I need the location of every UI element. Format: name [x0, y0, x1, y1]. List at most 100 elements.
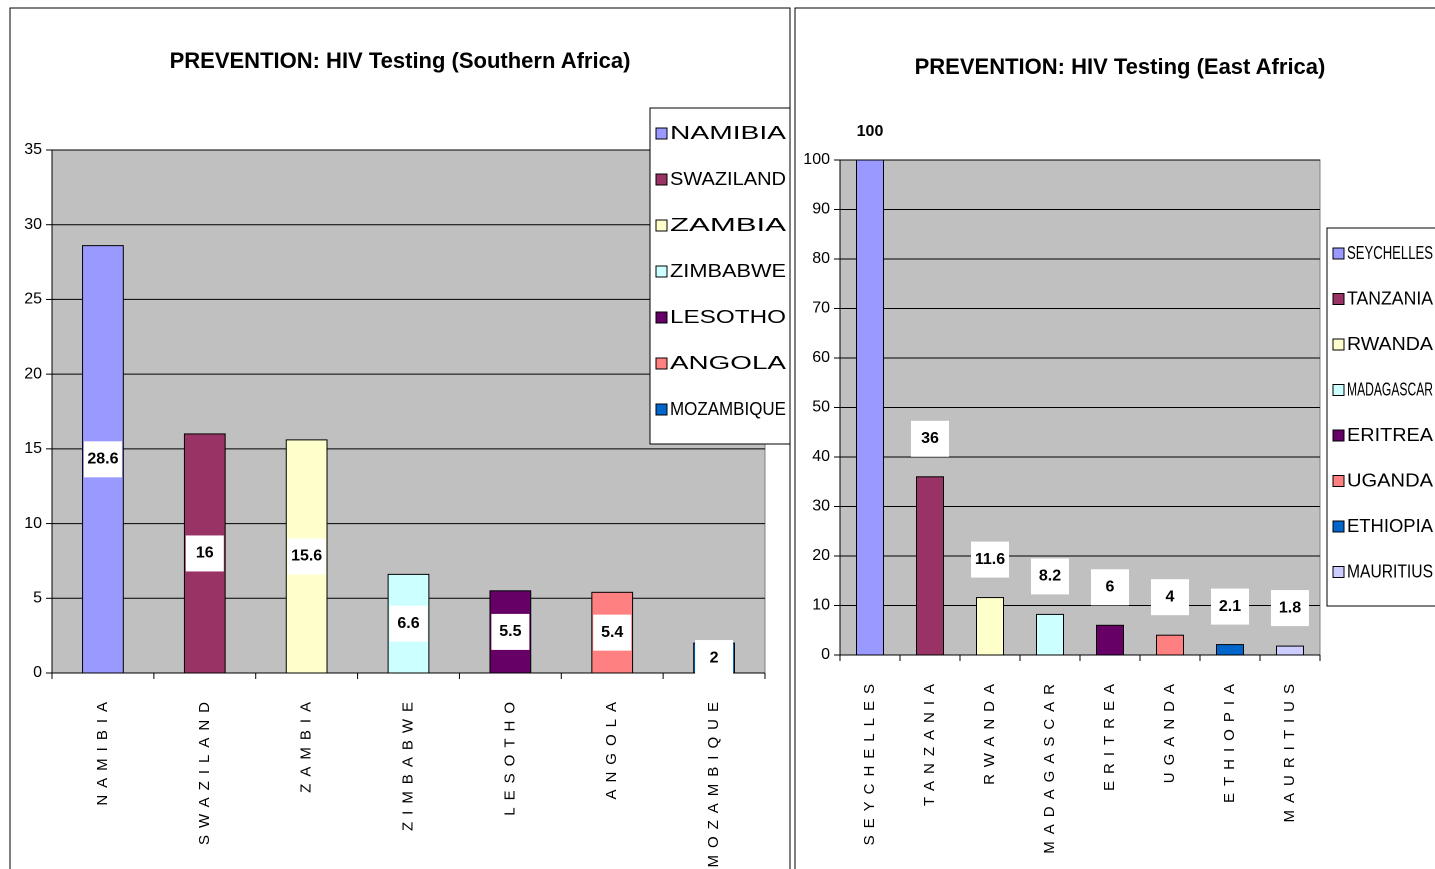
legend-label: ANGOLA — [670, 353, 786, 373]
value-label-box — [695, 640, 734, 677]
y-tick-label: 30 — [812, 498, 830, 515]
value-label: 11.6 — [975, 551, 1005, 568]
legend — [1326, 227, 1435, 607]
chart-title: PREVENTION: HIV Testing (East Africa) — [915, 54, 1326, 79]
value-label-box — [83, 441, 122, 478]
legend-swatch — [1332, 384, 1345, 396]
bar — [1216, 644, 1244, 656]
value-label-box — [491, 613, 530, 650]
legend-swatch — [1332, 429, 1345, 442]
value-label-box — [971, 541, 1009, 578]
value-label-box — [1091, 569, 1129, 606]
legend-label: ZAMBIA — [670, 215, 786, 235]
x-tick-label: ZAMBIA — [298, 695, 315, 793]
legend-label: LESOTHO — [670, 307, 786, 327]
y-tick-label: 15 — [24, 440, 42, 457]
value-label-box — [1211, 588, 1249, 625]
legend-label: SWAZILAND — [670, 169, 786, 189]
bar — [1156, 634, 1184, 656]
legend-swatch — [655, 311, 668, 324]
y-tick-label: 5 — [33, 590, 42, 607]
bar — [1276, 645, 1304, 656]
y-tick-label: 50 — [812, 399, 830, 416]
legend-label: TANZANIA — [1347, 288, 1433, 308]
value-label-box — [287, 538, 326, 575]
value-label-box — [593, 614, 632, 651]
legend-label: ETHIOPIA — [1347, 516, 1433, 536]
bar — [976, 597, 1004, 656]
legend — [649, 107, 791, 445]
value-label-box — [1271, 590, 1309, 627]
legend-label: ZIMBABWE — [670, 261, 786, 281]
legend-label: SEYCHELLES — [1347, 243, 1433, 263]
legend-label: MAURITIUS — [1347, 561, 1433, 581]
legend-swatch — [1332, 566, 1345, 578]
legend-swatch — [655, 127, 668, 140]
y-tick-label: 0 — [821, 646, 830, 663]
legend-swatch — [655, 265, 668, 278]
y-tick-label: 30 — [24, 216, 42, 233]
y-tick-label: 60 — [812, 349, 830, 366]
value-label: 6.6 — [397, 615, 419, 632]
value-label: 5.5 — [499, 623, 521, 640]
chart-title: PREVENTION: HIV Testing (Southern Africa… — [170, 48, 631, 73]
x-tick-label: SEYCHELLES — [861, 677, 878, 845]
bar — [1096, 624, 1124, 656]
bar — [856, 159, 884, 656]
legend-swatch — [1332, 293, 1345, 305]
y-tick-label: 10 — [24, 515, 42, 532]
y-tick-label: 20 — [812, 547, 830, 564]
value-label: 36 — [921, 430, 939, 447]
value-label: 28.6 — [87, 451, 118, 468]
value-label: 2.1 — [1219, 598, 1241, 615]
legend-label: MOZAMBIQUE — [670, 399, 786, 419]
legend-label: MADAGASCAR — [1347, 379, 1433, 399]
legend-label: RWANDA — [1347, 334, 1433, 354]
legend-swatch — [1332, 338, 1345, 351]
x-tick-label: SWAZILAND — [196, 695, 213, 845]
value-label: 1.8 — [1279, 599, 1301, 616]
legend-label: ERITREA — [1347, 425, 1433, 445]
x-tick-label: ETHIOPIA — [1221, 677, 1238, 803]
legend-swatch — [1332, 247, 1345, 260]
y-tick-label: 80 — [812, 250, 830, 267]
legend-label: NAMIBIA — [670, 123, 786, 143]
x-tick-label: RWANDA — [981, 677, 998, 785]
value-label: 4 — [1166, 588, 1175, 605]
value-label: 16 — [196, 545, 214, 562]
x-tick-label: LESOTHO — [501, 695, 518, 816]
legend-swatch — [655, 173, 668, 186]
legend-swatch — [655, 219, 668, 232]
y-tick-label: 0 — [33, 664, 42, 681]
y-tick-label: 35 — [24, 141, 42, 158]
y-tick-label: 10 — [812, 597, 830, 614]
x-tick-label: MADAGASCAR — [1041, 677, 1058, 854]
value-label: 15.6 — [291, 548, 322, 565]
x-tick-label: MOZAMBIQUE — [705, 695, 722, 868]
legend-swatch — [1332, 520, 1345, 533]
x-tick-label: MAURITIUS — [1281, 677, 1298, 823]
y-tick-label: 40 — [812, 448, 830, 465]
x-tick-label: TANZANIA — [921, 677, 938, 806]
value-label-box — [185, 535, 224, 572]
value-label-box — [1031, 558, 1069, 595]
y-tick-label: 100 — [803, 151, 830, 168]
y-tick-label: 20 — [24, 365, 42, 382]
x-tick-label: UGANDA — [1161, 677, 1178, 783]
x-tick-label: NAMIBIA — [94, 695, 111, 806]
x-tick-label: ZIMBABWE — [399, 695, 416, 831]
value-label: 6 — [1106, 579, 1115, 596]
y-tick-label: 90 — [812, 201, 830, 218]
value-label-box — [1151, 579, 1189, 616]
y-tick-label: 70 — [812, 300, 830, 317]
bar — [916, 476, 944, 656]
legend-label: UGANDA — [1347, 470, 1433, 490]
legend-swatch — [655, 403, 668, 416]
legend-swatch — [1332, 475, 1345, 487]
value-label: 5.4 — [601, 624, 623, 641]
legend-swatch — [655, 357, 668, 370]
y-tick-label: 25 — [24, 291, 42, 308]
value-label: 2 — [710, 649, 719, 666]
value-label-box — [911, 420, 949, 457]
